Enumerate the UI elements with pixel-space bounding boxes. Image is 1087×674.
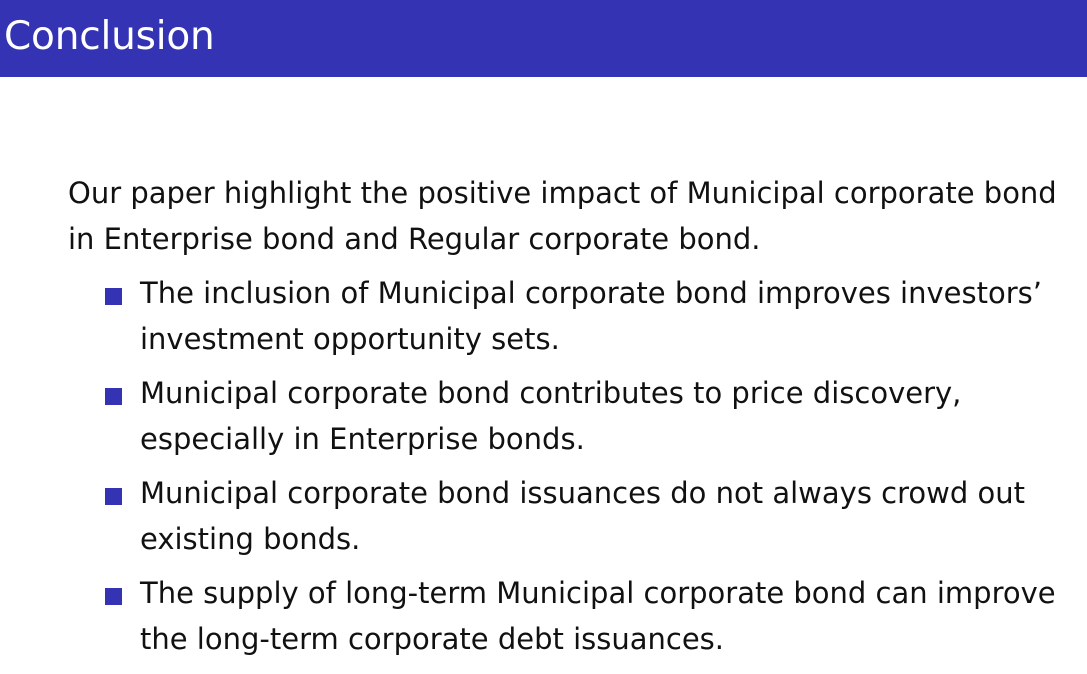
square-bullet-icon bbox=[105, 388, 122, 405]
square-bullet-icon bbox=[105, 588, 122, 605]
square-bullet-icon bbox=[105, 488, 122, 505]
slide-title: Conclusion bbox=[4, 14, 215, 59]
bullet-text: Municipal corporate bond contributes to … bbox=[140, 376, 962, 456]
square-bullet-icon bbox=[105, 288, 122, 305]
bullet-item: The supply of long-term Municipal corpor… bbox=[68, 570, 1078, 662]
bullet-item: The inclusion of Municipal corporate bon… bbox=[68, 270, 1078, 362]
bullet-item: Municipal corporate bond contributes to … bbox=[68, 370, 1078, 462]
intro-text: Our paper highlight the positive impact … bbox=[68, 176, 1057, 256]
bullet-list: The inclusion of Municipal corporate bon… bbox=[68, 270, 1078, 662]
slide-header: Conclusion bbox=[0, 0, 1087, 77]
bullet-text: The supply of long-term Municipal corpor… bbox=[140, 576, 1056, 656]
bullet-text: The inclusion of Municipal corporate bon… bbox=[140, 276, 1042, 356]
slide-body: Our paper highlight the positive impact … bbox=[68, 170, 1078, 670]
bullet-text: Municipal corporate bond issuances do no… bbox=[140, 476, 1025, 556]
bullet-item: Municipal corporate bond issuances do no… bbox=[68, 470, 1078, 562]
